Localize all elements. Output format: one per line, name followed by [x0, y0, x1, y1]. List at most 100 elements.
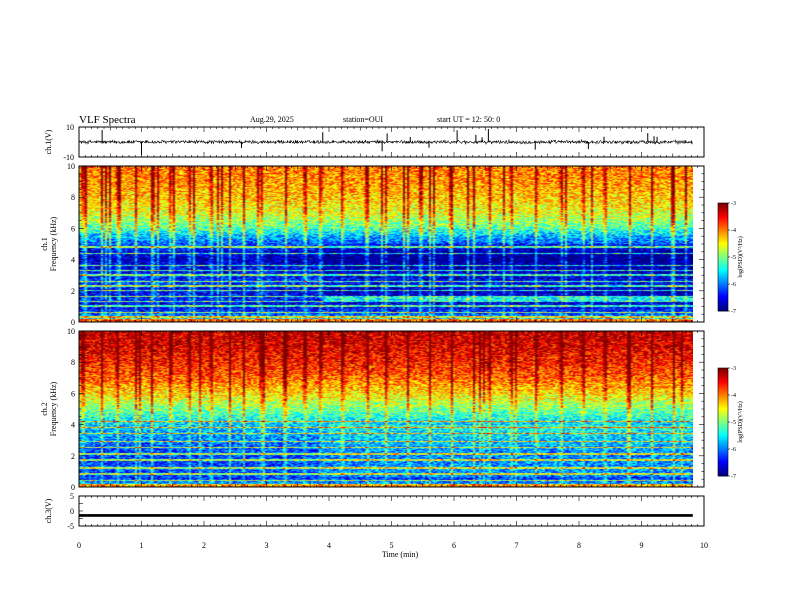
colorbar-cell-1-44 [718, 282, 728, 285]
ch1-colorbar: -3 -4 -5 -6 -7 log(PSD)(V²/Hz) [717, 201, 744, 315]
colorbar-cell-1-40 [718, 275, 728, 278]
time-ticklabel-1: 1 [140, 541, 144, 550]
ch1-waveform-line [78, 138, 693, 146]
freq-ticklabel-3-2: 4 [71, 421, 75, 430]
colorbar-cell-2-37 [718, 434, 728, 437]
freq-ticklabel-3-1: 2 [71, 452, 75, 461]
colorbar-cell-2-54 [718, 465, 728, 468]
colorbar-cell-1-11 [718, 222, 728, 225]
ch1-spectrogram-image [79, 166, 693, 322]
colorbar-cell-1-50 [718, 293, 728, 296]
time-ticklabel-5: 5 [390, 541, 394, 550]
colorbar-cell-2-17 [718, 398, 728, 401]
colorbar-cell-1-48 [718, 289, 728, 292]
colorbar-cell-1-54 [718, 300, 728, 303]
colorbar-cell-1-6 [718, 213, 728, 216]
freq-ticklabel-3-4: 8 [71, 358, 75, 367]
colorbar-cell-2-34 [718, 429, 728, 432]
colorbar-cell-2-11 [718, 387, 728, 390]
colorbar-ticklabel-1-3: -6 [731, 282, 736, 288]
colorbar-cell-1-13 [718, 226, 728, 229]
ch3-waveform-ylabel: ch.3(V) [44, 498, 53, 523]
time-ticklabel-3: 3 [265, 541, 269, 550]
ch3-ytick-top: 5 [70, 492, 74, 501]
colorbar-cell-1-31 [718, 258, 728, 261]
colorbar-cell-1-27 [718, 251, 728, 254]
colorbar-cell-2-56 [718, 468, 728, 471]
colorbar-cell-2-33 [718, 427, 728, 430]
colorbar-cell-1-59 [718, 309, 728, 312]
colorbar-cell-2-53 [718, 463, 728, 466]
colorbar-label-2: log(PSD)(V²/Hz) [737, 401, 744, 442]
colorbar-cell-1-52 [718, 296, 728, 299]
colorbar-cell-2-4 [718, 375, 728, 378]
colorbar-cell-1-35 [718, 266, 728, 269]
colorbar-cell-1-30 [718, 257, 728, 260]
colorbar-cell-2-50 [718, 458, 728, 461]
colorbar-ticklabel-1-1: -4 [731, 228, 736, 234]
colorbar-cell-1-55 [718, 302, 728, 305]
colorbar-cell-2-52 [718, 461, 728, 464]
colorbar-cell-1-19 [718, 237, 728, 240]
colorbar-cell-2-27 [718, 416, 728, 419]
colorbar-cell-2-46 [718, 450, 728, 453]
colorbar-cell-2-16 [718, 396, 728, 399]
colorbar-cell-1-58 [718, 307, 728, 310]
freq-ticklabel-3-0: 0 [71, 483, 75, 492]
ch2-spectrogram-panel: 0 2 4 6 8 10 ch.2 Frequency (kHz) [40, 327, 705, 492]
freq-ticklabel-2-2: 4 [71, 256, 75, 265]
ch1-waveform-trace [78, 128, 693, 155]
colorbar-cell-2-18 [718, 400, 728, 403]
colorbar-cell-1-45 [718, 284, 728, 287]
ch2-spectrogram-ylabel-channel: ch.2 [40, 402, 49, 416]
ch1-spectrogram-panel: 0 2 4 6 8 10 ch.1 Frequency (kHz) [40, 162, 705, 327]
freq-ticklabel-2-3: 6 [71, 224, 75, 233]
colorbar-ticklabel-2-3: -6 [731, 447, 736, 453]
time-ticklabel-6: 6 [452, 541, 456, 550]
colorbar-cell-1-32 [718, 260, 728, 263]
figure-title: VLF Spectra [79, 114, 136, 126]
date-label: Aug.29, 2025 [250, 115, 294, 124]
colorbar-cell-1-46 [718, 285, 728, 288]
freq-ticklabel-2-4: 8 [71, 193, 75, 202]
colorbar-ticklabel-1-2: -5 [731, 255, 736, 261]
colorbar-cell-2-38 [718, 436, 728, 439]
ch1-spectrogram-yticklabels: 0 2 4 6 8 10 [67, 162, 75, 327]
ch3-ytick-bottom: -5 [67, 522, 74, 531]
station-label: station=OUI [343, 115, 383, 124]
freq-ticklabel-2-5: 10 [67, 162, 75, 171]
colorbar-cell-1-49 [718, 291, 728, 294]
colorbar-cell-2-12 [718, 389, 728, 392]
colorbar-cell-2-3 [718, 373, 728, 376]
colorbar-cell-2-59 [718, 474, 728, 477]
colorbar-cell-2-24 [718, 411, 728, 414]
colorbar-cell-2-55 [718, 467, 728, 470]
colorbar-cell-2-49 [718, 456, 728, 459]
colorbar-cell-1-42 [718, 278, 728, 281]
colorbar-cell-1-7 [718, 215, 728, 218]
ch1-ytick-bottom: -10 [63, 153, 74, 162]
colorbar-cell-2-21 [718, 405, 728, 408]
colorbar-cell-1-16 [718, 231, 728, 234]
ch3-waveform-trace [79, 514, 693, 517]
colorbar-cell-2-26 [718, 414, 728, 417]
colorbar-cell-2-7 [718, 380, 728, 383]
colorbar-cell-2-44 [718, 447, 728, 450]
colorbar-cell-1-51 [718, 294, 728, 297]
ch1-waveform-ylabel: ch.1(V) [44, 129, 53, 154]
time-ticklabel-10: 10 [700, 541, 708, 550]
colorbar-ticklabel-2-4: -7 [731, 474, 736, 480]
colorbar-cell-1-20 [718, 239, 728, 242]
colorbar-cell-2-14 [718, 393, 728, 396]
ch3-waveform-ticks [78, 495, 705, 527]
time-ticklabel-0: 0 [77, 541, 81, 550]
colorbar-cell-1-15 [718, 230, 728, 233]
colorbar-cell-1-25 [718, 248, 728, 251]
colorbar-cell-2-20 [718, 404, 728, 407]
colorbar-cell-2-42 [718, 443, 728, 446]
colorbar-cell-1-10 [718, 221, 728, 224]
colorbar-cell-1-39 [718, 273, 728, 276]
colorbar-cell-2-51 [718, 459, 728, 462]
colorbar-cell-1-56 [718, 303, 728, 306]
colorbar-ticklabel-2-1: -4 [731, 393, 736, 399]
